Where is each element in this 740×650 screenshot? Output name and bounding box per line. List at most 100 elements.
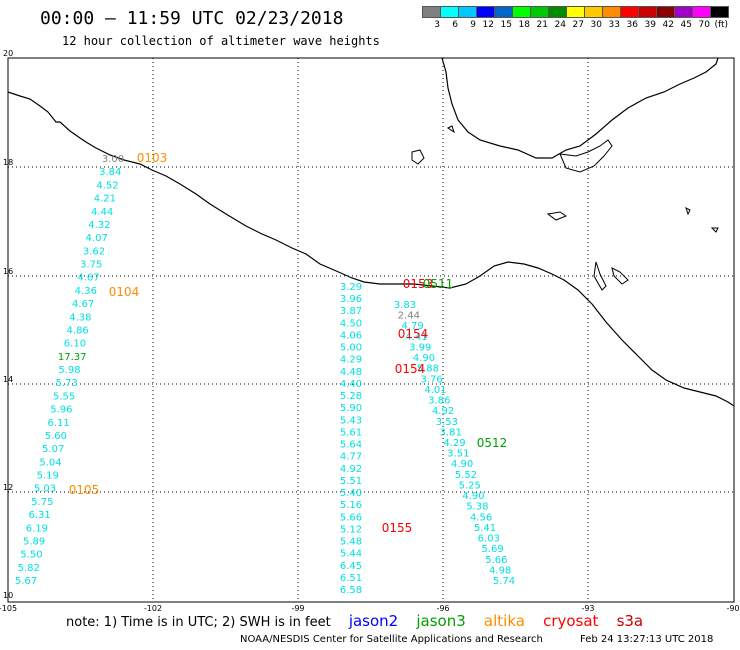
wave-height-label: 4.41 (405, 332, 427, 343)
wave-height-label: 4.90 (413, 353, 435, 364)
wave-height-label: 3.51 (447, 449, 469, 460)
lon-tick-label: -93 (581, 604, 594, 613)
wave-height-label: 3.53 (436, 417, 458, 428)
wave-height-label: 4.50 (340, 318, 362, 329)
wave-height-label: 3.00 (102, 154, 124, 165)
islands (411, 125, 719, 291)
lat-tick-label: 20 (3, 49, 13, 58)
wave-height-label: 3.83 (394, 300, 416, 311)
wave-height-label: 3.75 (80, 260, 102, 271)
wave-height-label: 3.87 (340, 306, 362, 317)
color-scale-swatches (422, 6, 729, 18)
wave-height-label: 5.16 (340, 500, 362, 511)
scale-label: 30 (590, 20, 602, 30)
wave-height-label: 6.03 (478, 534, 500, 545)
pass-time-label: 0104 (109, 285, 140, 299)
scale-label: 24 (554, 20, 566, 30)
wave-height-label: 6.58 (340, 585, 362, 596)
scale-label: 21 (536, 20, 548, 30)
coastline-peninsula (559, 139, 613, 173)
coastline-gulf (441, 57, 719, 159)
satellite-cryosat: cryosat (543, 612, 599, 630)
wave-height-label: 5.48 (340, 537, 362, 548)
wave-height-label: 5.38 (466, 502, 488, 513)
wave-height-labels: 3.00 3.84 4.52 4.21 4.44 4.32 4.07 3.62 3.75 4.67… (15, 154, 515, 596)
wave-height-label: 3.99 (409, 342, 431, 353)
wave-height-label: 5.25 (459, 480, 481, 491)
wave-height-label: 5.28 (340, 391, 362, 402)
wave-height-label: 5.75 (31, 497, 53, 508)
satellite-altika: altika (483, 612, 525, 630)
pass-time-label: 0512 (477, 436, 508, 450)
wave-height-label: 5.64 (340, 440, 362, 451)
wave-height-label: 5.98 (58, 365, 80, 376)
wave-height-label: 4.90 (462, 491, 484, 502)
wave-height-label: 4.56 (470, 512, 492, 523)
scale-label: 3 (434, 20, 440, 30)
wave-height-label: 5.50 (20, 550, 42, 561)
wave-height-label: 5.41 (474, 523, 496, 534)
lat-tick-label: 10 (3, 591, 13, 600)
pass-time-label: 0153 (403, 277, 434, 291)
wave-height-label: 5.90 (340, 403, 362, 414)
note-text: note: 1) Time is in UTC; 2) SWH is in fe… (66, 615, 331, 630)
satellite-jason2: jason2 (348, 612, 399, 630)
wave-height-label: 4.79 (401, 321, 423, 332)
wave-height-label: 5.69 (481, 544, 503, 555)
scale-label: 12 (482, 20, 494, 30)
generated-timestamp: Feb 24 13:27:13 UTC 2018 (580, 634, 714, 645)
wave-height-label: 6.31 (28, 510, 50, 521)
wave-height-label: 5.88 (417, 364, 439, 375)
color-scale-labels: 3 6 9 12 15 18 21 24 27 30 33 36 39 42 45 70 (ft) (422, 18, 728, 30)
lat-tick-label: 18 (3, 158, 13, 167)
wave-height-label: 5.74 (493, 576, 515, 587)
wave-height-label: 5.03 (34, 484, 56, 495)
wave-height-label: 4.67 (72, 299, 94, 310)
wave-height-label: 3.86 (428, 396, 450, 407)
lon-tick-label: -99 (291, 604, 304, 613)
wave-height-label: 5.96 (50, 405, 72, 416)
wave-height-label: 4.48 (340, 367, 362, 378)
wave-height-label: 5.66 (485, 555, 507, 566)
map-title: 00:00 – 11:59 UTC 02/23/2018 (40, 8, 344, 29)
wave-height-label: 4.29 (443, 438, 465, 449)
pass-time-label: 0155 (382, 521, 413, 535)
wave-height-label: 5.44 (340, 549, 362, 560)
wave-height-label: 4.01 (424, 385, 446, 396)
wave-height-label: 3.81 (440, 427, 462, 438)
scale-label: 9 (470, 20, 476, 30)
satellite-s3a: s3a (616, 612, 644, 630)
pass-time-label: 0154 (398, 327, 429, 341)
color-scale-legend: 3 6 9 12 15 18 21 24 27 30 33 36 39 42 45 70 (ft) (422, 6, 729, 30)
scale-label: 70 (698, 20, 710, 30)
wave-height-label: 3.62 (83, 246, 105, 257)
wave-height-label: 5.51 (340, 476, 362, 487)
wave-height-label: 6.19 (26, 523, 48, 534)
scale-swatch (710, 6, 729, 18)
lon-tick-label: -105 (0, 604, 17, 613)
lon-tick-label: -96 (436, 604, 449, 613)
wave-height-label: 4.52 (96, 180, 118, 191)
scale-label: 42 (662, 20, 674, 30)
pass-time-label: 0103 (137, 151, 168, 165)
wave-height-label: 5.67 (15, 576, 37, 587)
scale-label: 45 (680, 20, 692, 30)
wave-height-label: 5.04 (39, 457, 61, 468)
wave-height-label: 2.44 (398, 311, 420, 322)
wave-height-label: 5.82 (18, 563, 40, 574)
wave-height-label: 4.07 (86, 233, 108, 244)
wave-height-label: 5.89 (23, 536, 45, 547)
coastline (7, 91, 735, 407)
map-frame (7, 57, 735, 603)
wave-height-label: 4.29 (340, 355, 362, 366)
lat-tick-label: 16 (3, 267, 13, 276)
wave-height-label: 4.38 (69, 312, 91, 323)
wave-height-label: 4.92 (340, 464, 362, 475)
wave-height-label: 4.92 (432, 406, 454, 417)
wave-height-label: 5.73 (56, 378, 78, 389)
scale-label: 27 (572, 20, 584, 30)
scale-label: 6 (452, 20, 458, 30)
lon-tick-label: -102 (144, 604, 162, 613)
scale-label: 15 (500, 20, 512, 30)
